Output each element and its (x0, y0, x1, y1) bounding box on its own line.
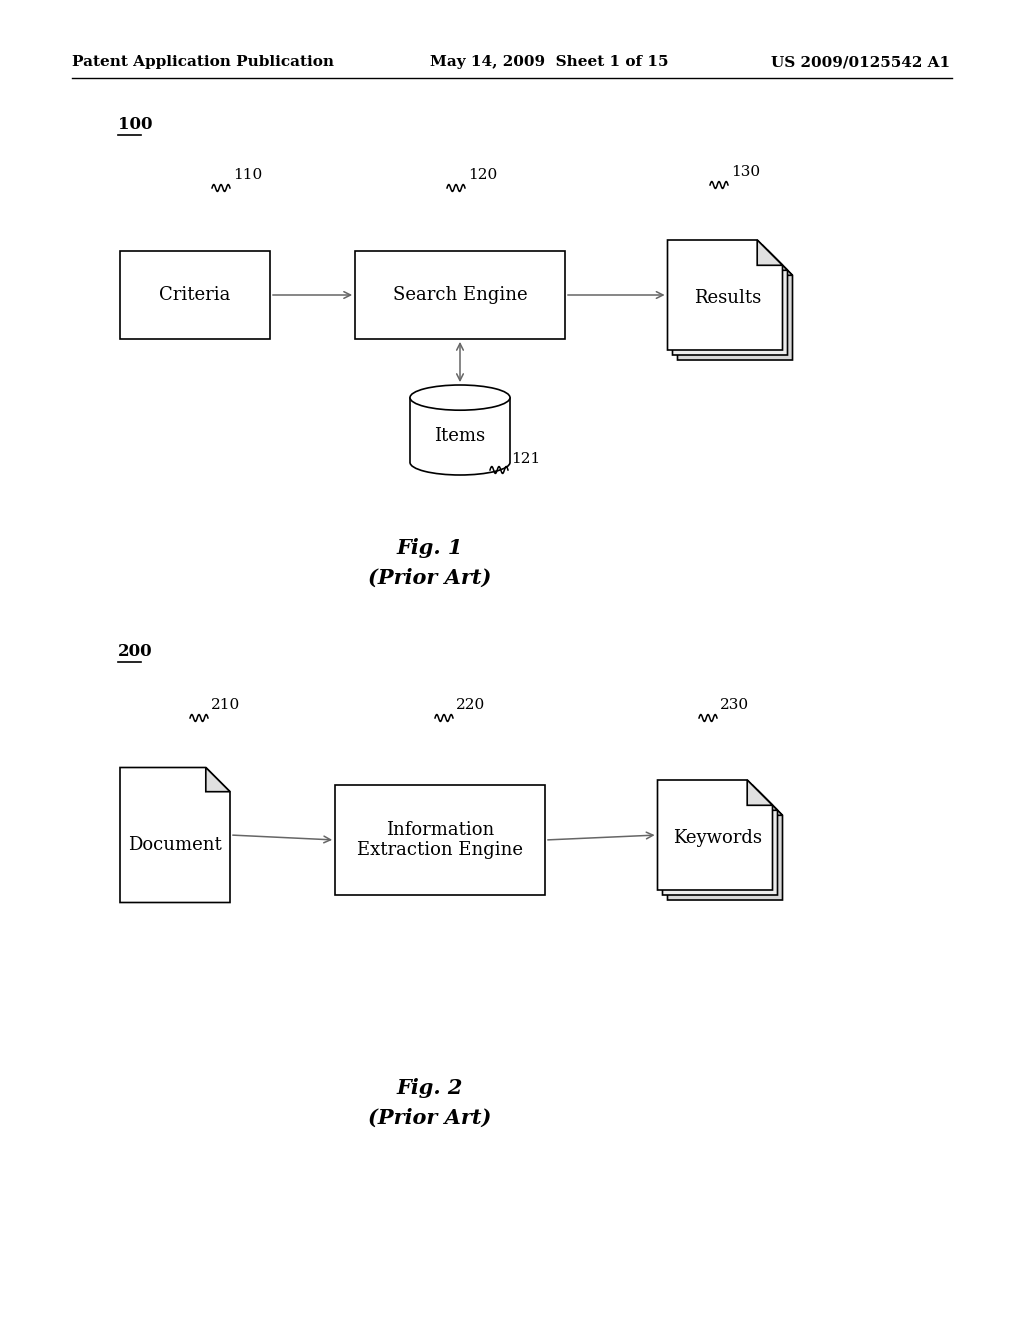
Text: Search Engine: Search Engine (392, 286, 527, 304)
Text: Patent Application Publication: Patent Application Publication (72, 55, 334, 69)
Ellipse shape (410, 385, 510, 411)
Bar (355, 251, 565, 339)
Polygon shape (767, 249, 793, 276)
Text: May 14, 2009  Sheet 1 of 15: May 14, 2009 Sheet 1 of 15 (430, 55, 669, 69)
Polygon shape (748, 780, 772, 805)
Text: (Prior Art): (Prior Art) (369, 568, 492, 587)
Text: 130: 130 (731, 165, 760, 180)
Polygon shape (757, 240, 782, 265)
Bar (335, 785, 545, 895)
Text: Fig. 1: Fig. 1 (397, 539, 463, 558)
Text: 230: 230 (720, 698, 750, 711)
Bar (410, 397, 510, 450)
Polygon shape (762, 246, 787, 271)
Text: Results: Results (694, 289, 762, 308)
Polygon shape (673, 246, 787, 355)
Polygon shape (678, 249, 793, 360)
Text: 120: 120 (468, 168, 498, 182)
Text: Keywords: Keywords (674, 829, 763, 847)
Text: 100: 100 (118, 116, 153, 133)
Text: US 2009/0125542 A1: US 2009/0125542 A1 (771, 55, 950, 69)
Text: (Prior Art): (Prior Art) (369, 1107, 492, 1129)
Polygon shape (757, 789, 782, 816)
Text: Fig. 2: Fig. 2 (397, 1078, 463, 1098)
Bar (120, 251, 270, 339)
Text: 110: 110 (233, 168, 262, 182)
Text: 210: 210 (211, 698, 241, 711)
Polygon shape (753, 785, 777, 810)
Polygon shape (668, 240, 782, 350)
Text: Criteria: Criteria (160, 286, 230, 304)
Text: 200: 200 (118, 643, 153, 660)
Text: Information
Extraction Engine: Information Extraction Engine (357, 821, 523, 859)
Polygon shape (657, 780, 772, 890)
Text: 220: 220 (456, 698, 485, 711)
Polygon shape (120, 767, 230, 903)
Polygon shape (663, 785, 777, 895)
Text: Document: Document (128, 836, 222, 854)
Polygon shape (206, 767, 230, 792)
Polygon shape (668, 789, 782, 900)
Text: 121: 121 (511, 451, 541, 466)
Text: Items: Items (434, 428, 485, 445)
